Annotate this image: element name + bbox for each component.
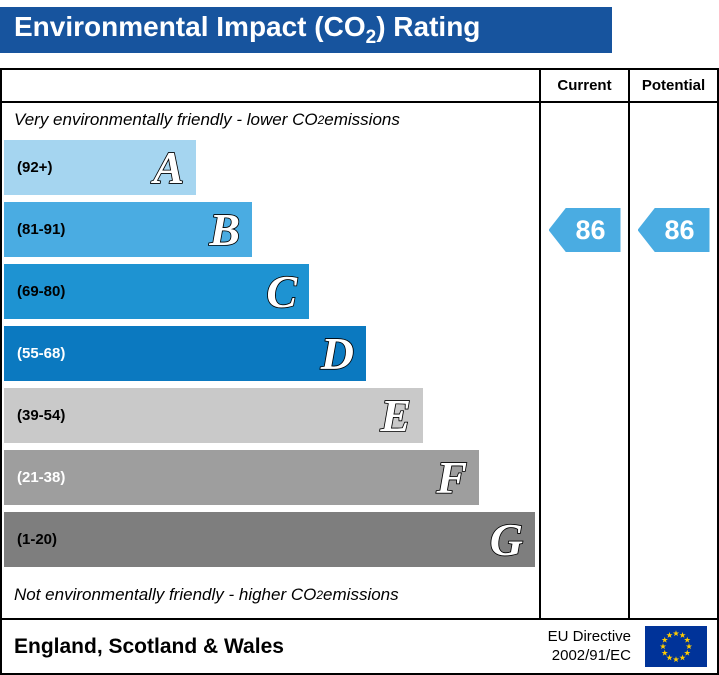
band-bar-f: (21-38) F — [4, 450, 479, 505]
band-range: (55-68) — [17, 345, 66, 362]
current-cell — [539, 103, 628, 137]
current-cell: 86 — [539, 199, 628, 261]
band-bar-e: (39-54) E — [4, 388, 423, 443]
band-row-c: (69-80) C — [2, 261, 717, 323]
potential-cell — [628, 103, 717, 137]
band-row-b: (81-91) B 86 86 — [2, 199, 717, 261]
potential-cell — [628, 571, 717, 618]
band-letter: C — [265, 265, 297, 317]
band-letter: G — [489, 513, 524, 565]
band-bar-a: (92+) A — [4, 140, 196, 195]
eu-directive-label: EU Directive 2002/91/EC — [547, 627, 631, 664]
current-cell — [539, 137, 628, 199]
header-spacer — [2, 70, 539, 103]
band-range: (81-91) — [17, 221, 66, 238]
co2-subscript: 2 — [365, 27, 377, 48]
band-range: (92+) — [17, 159, 53, 176]
top-note: Very environmentally friendly - lower CO… — [14, 110, 400, 129]
eu-flag-icon — [645, 626, 707, 667]
potential-cell — [628, 447, 717, 509]
potential-cell — [628, 509, 717, 571]
current-cell — [539, 323, 628, 385]
band-letter: A — [152, 141, 184, 193]
current-cell — [539, 261, 628, 323]
bottom-note: Not environmentally friendly - higher CO… — [14, 584, 399, 604]
region-label: England, Scotland & Wales — [14, 634, 284, 658]
band-range: (39-54) — [17, 407, 66, 424]
potential-rating-arrow: 86 — [637, 208, 710, 252]
potential-cell: 86 — [628, 199, 717, 261]
potential-cell — [628, 323, 717, 385]
current-rating-arrow: 86 — [548, 208, 621, 252]
band-range: (69-80) — [17, 283, 66, 300]
current-column-header: Current — [539, 70, 628, 103]
band-letter: F — [435, 451, 467, 503]
band-letter: E — [379, 389, 411, 441]
current-cell — [539, 571, 628, 618]
current-cell — [539, 385, 628, 447]
band-row-e: (39-54) E — [2, 385, 717, 447]
potential-cell — [628, 385, 717, 447]
footer-bar: England, Scotland & Wales EU Directive 2… — [0, 618, 719, 675]
top-note-row: Very environmentally friendly - lower CO… — [2, 103, 717, 137]
band-letter: D — [320, 327, 355, 379]
bottom-note-row: Not environmentally friendly - higher CO… — [2, 571, 717, 618]
page-title: Environmental Impact (CO2) Rating — [14, 11, 481, 48]
band-range: (21-38) — [17, 469, 66, 486]
band-bar-b: (81-91) B — [4, 202, 252, 257]
band-bar-g: (1-20) G — [4, 512, 535, 567]
band-row-a: (92+) A — [2, 137, 717, 199]
potential-cell — [628, 137, 717, 199]
current-cell — [539, 447, 628, 509]
potential-column-header: Potential — [628, 70, 717, 103]
band-bar-c: (69-80) C — [4, 264, 309, 319]
column-header-row: Current Potential — [2, 70, 717, 103]
title-bar: Environmental Impact (CO2) Rating — [0, 7, 612, 53]
current-cell — [539, 509, 628, 571]
band-row-d: (55-68) D — [2, 323, 717, 385]
band-row-g: (1-20) G — [2, 509, 717, 571]
band-range: (1-20) — [17, 531, 58, 548]
rating-chart: Current Potential Very environmentally f… — [0, 68, 719, 620]
band-letter: B — [208, 203, 240, 255]
band-bar-d: (55-68) D — [4, 326, 366, 381]
band-row-f: (21-38) F — [2, 447, 717, 509]
potential-cell — [628, 261, 717, 323]
